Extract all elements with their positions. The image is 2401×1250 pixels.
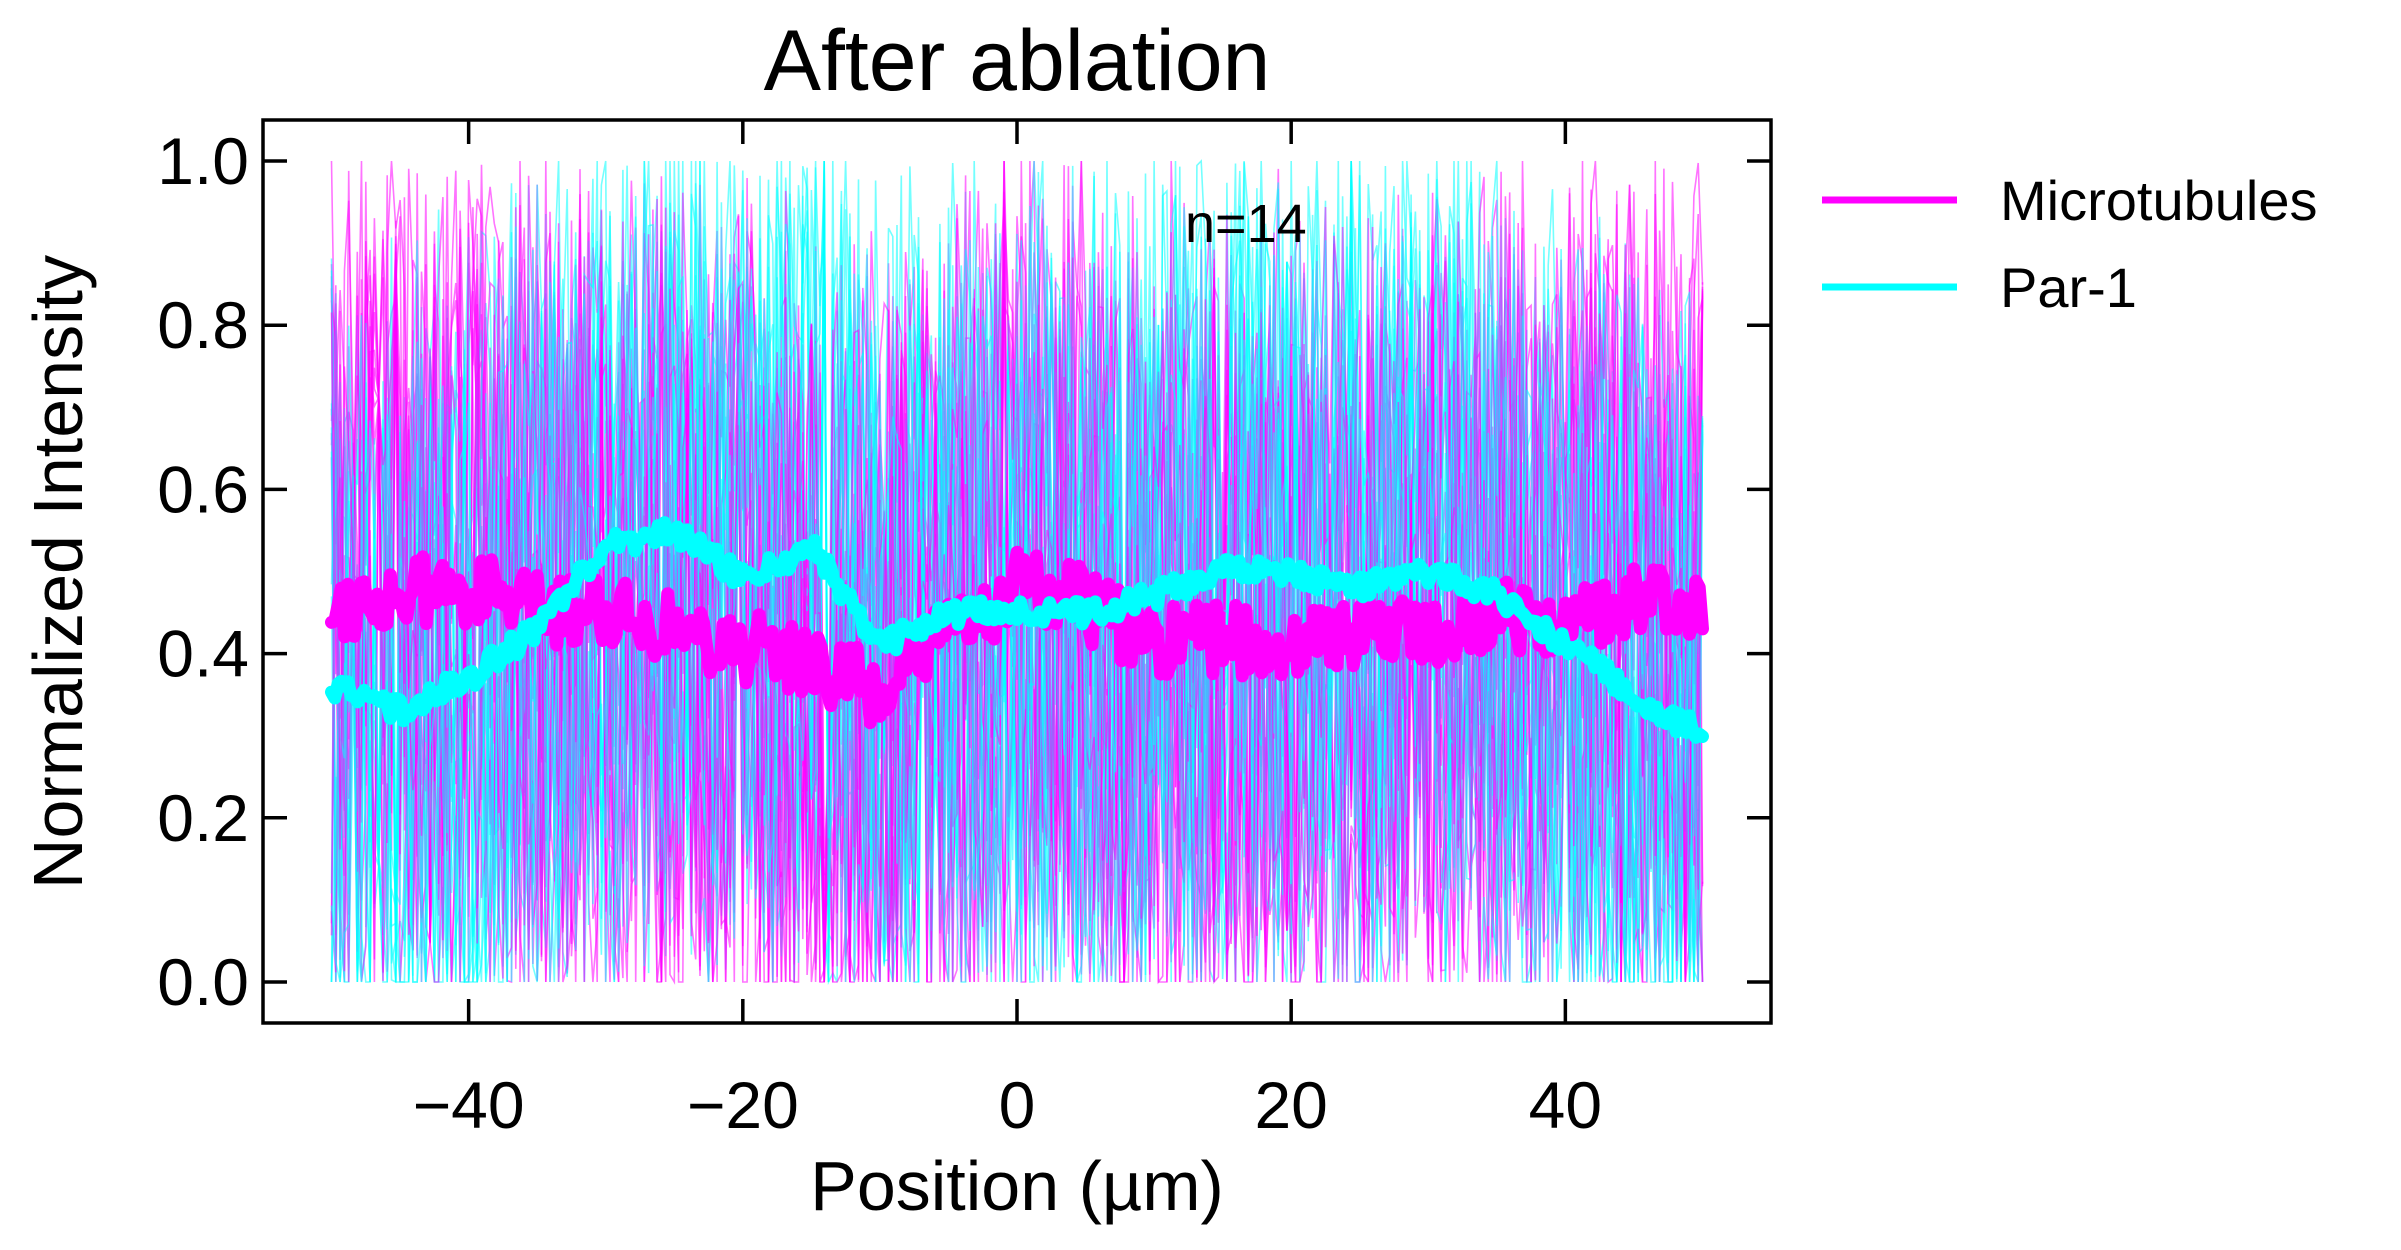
y-tick-label: 0.6 <box>157 452 249 526</box>
y-tick-label: 0.2 <box>157 781 249 855</box>
x-tick-label: 40 <box>1529 1068 1602 1142</box>
legend: Microtubules Par-1 <box>1822 169 2317 319</box>
y-axis-title: Normalized Intensity <box>19 255 97 889</box>
x-tick-label: −40 <box>413 1068 525 1142</box>
x-axis-title: Position (µm) <box>810 1147 1224 1225</box>
mean-line-microtubules <box>325 545 1709 730</box>
legend-label-microtubules: Microtubules <box>2000 169 2317 232</box>
sample-size-annotation: n=14 <box>1185 194 1307 254</box>
x-tick-label: 20 <box>1254 1068 1327 1142</box>
y-tick-label: 0.8 <box>157 288 249 362</box>
mean-line-par-1 <box>325 516 1709 744</box>
x-tick-label: 0 <box>999 1068 1036 1142</box>
axis-ticks-layer: −40 −20 0 20 40 0.0 0.2 0.4 0.6 0.8 1.0 <box>157 120 1771 1142</box>
mean-traces-layer <box>325 516 1709 744</box>
y-tick-label: 1.0 <box>157 124 249 198</box>
x-tick-label: −20 <box>687 1068 799 1142</box>
individual-trace-par-1 <box>330 160 1704 983</box>
chart-title: After ablation <box>764 13 1271 109</box>
y-tick-label: 0.0 <box>157 945 249 1019</box>
legend-label-par-1: Par-1 <box>2000 256 2137 319</box>
y-tick-label: 0.4 <box>157 617 249 691</box>
